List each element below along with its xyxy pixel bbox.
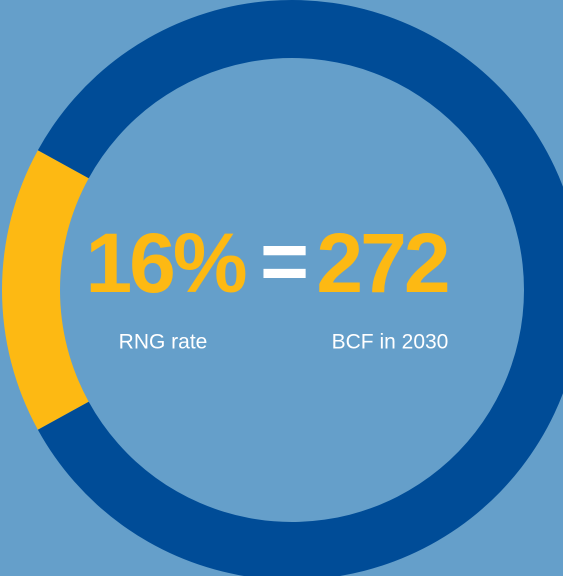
donut-segment (1, 150, 89, 430)
stat-caption: BCF in 2030 (332, 331, 449, 354)
stat-caption: RNG rate (119, 331, 208, 354)
equals-sign: = (260, 214, 306, 308)
value-label: 16% (85, 216, 245, 310)
stat-value: 272 (316, 216, 447, 310)
